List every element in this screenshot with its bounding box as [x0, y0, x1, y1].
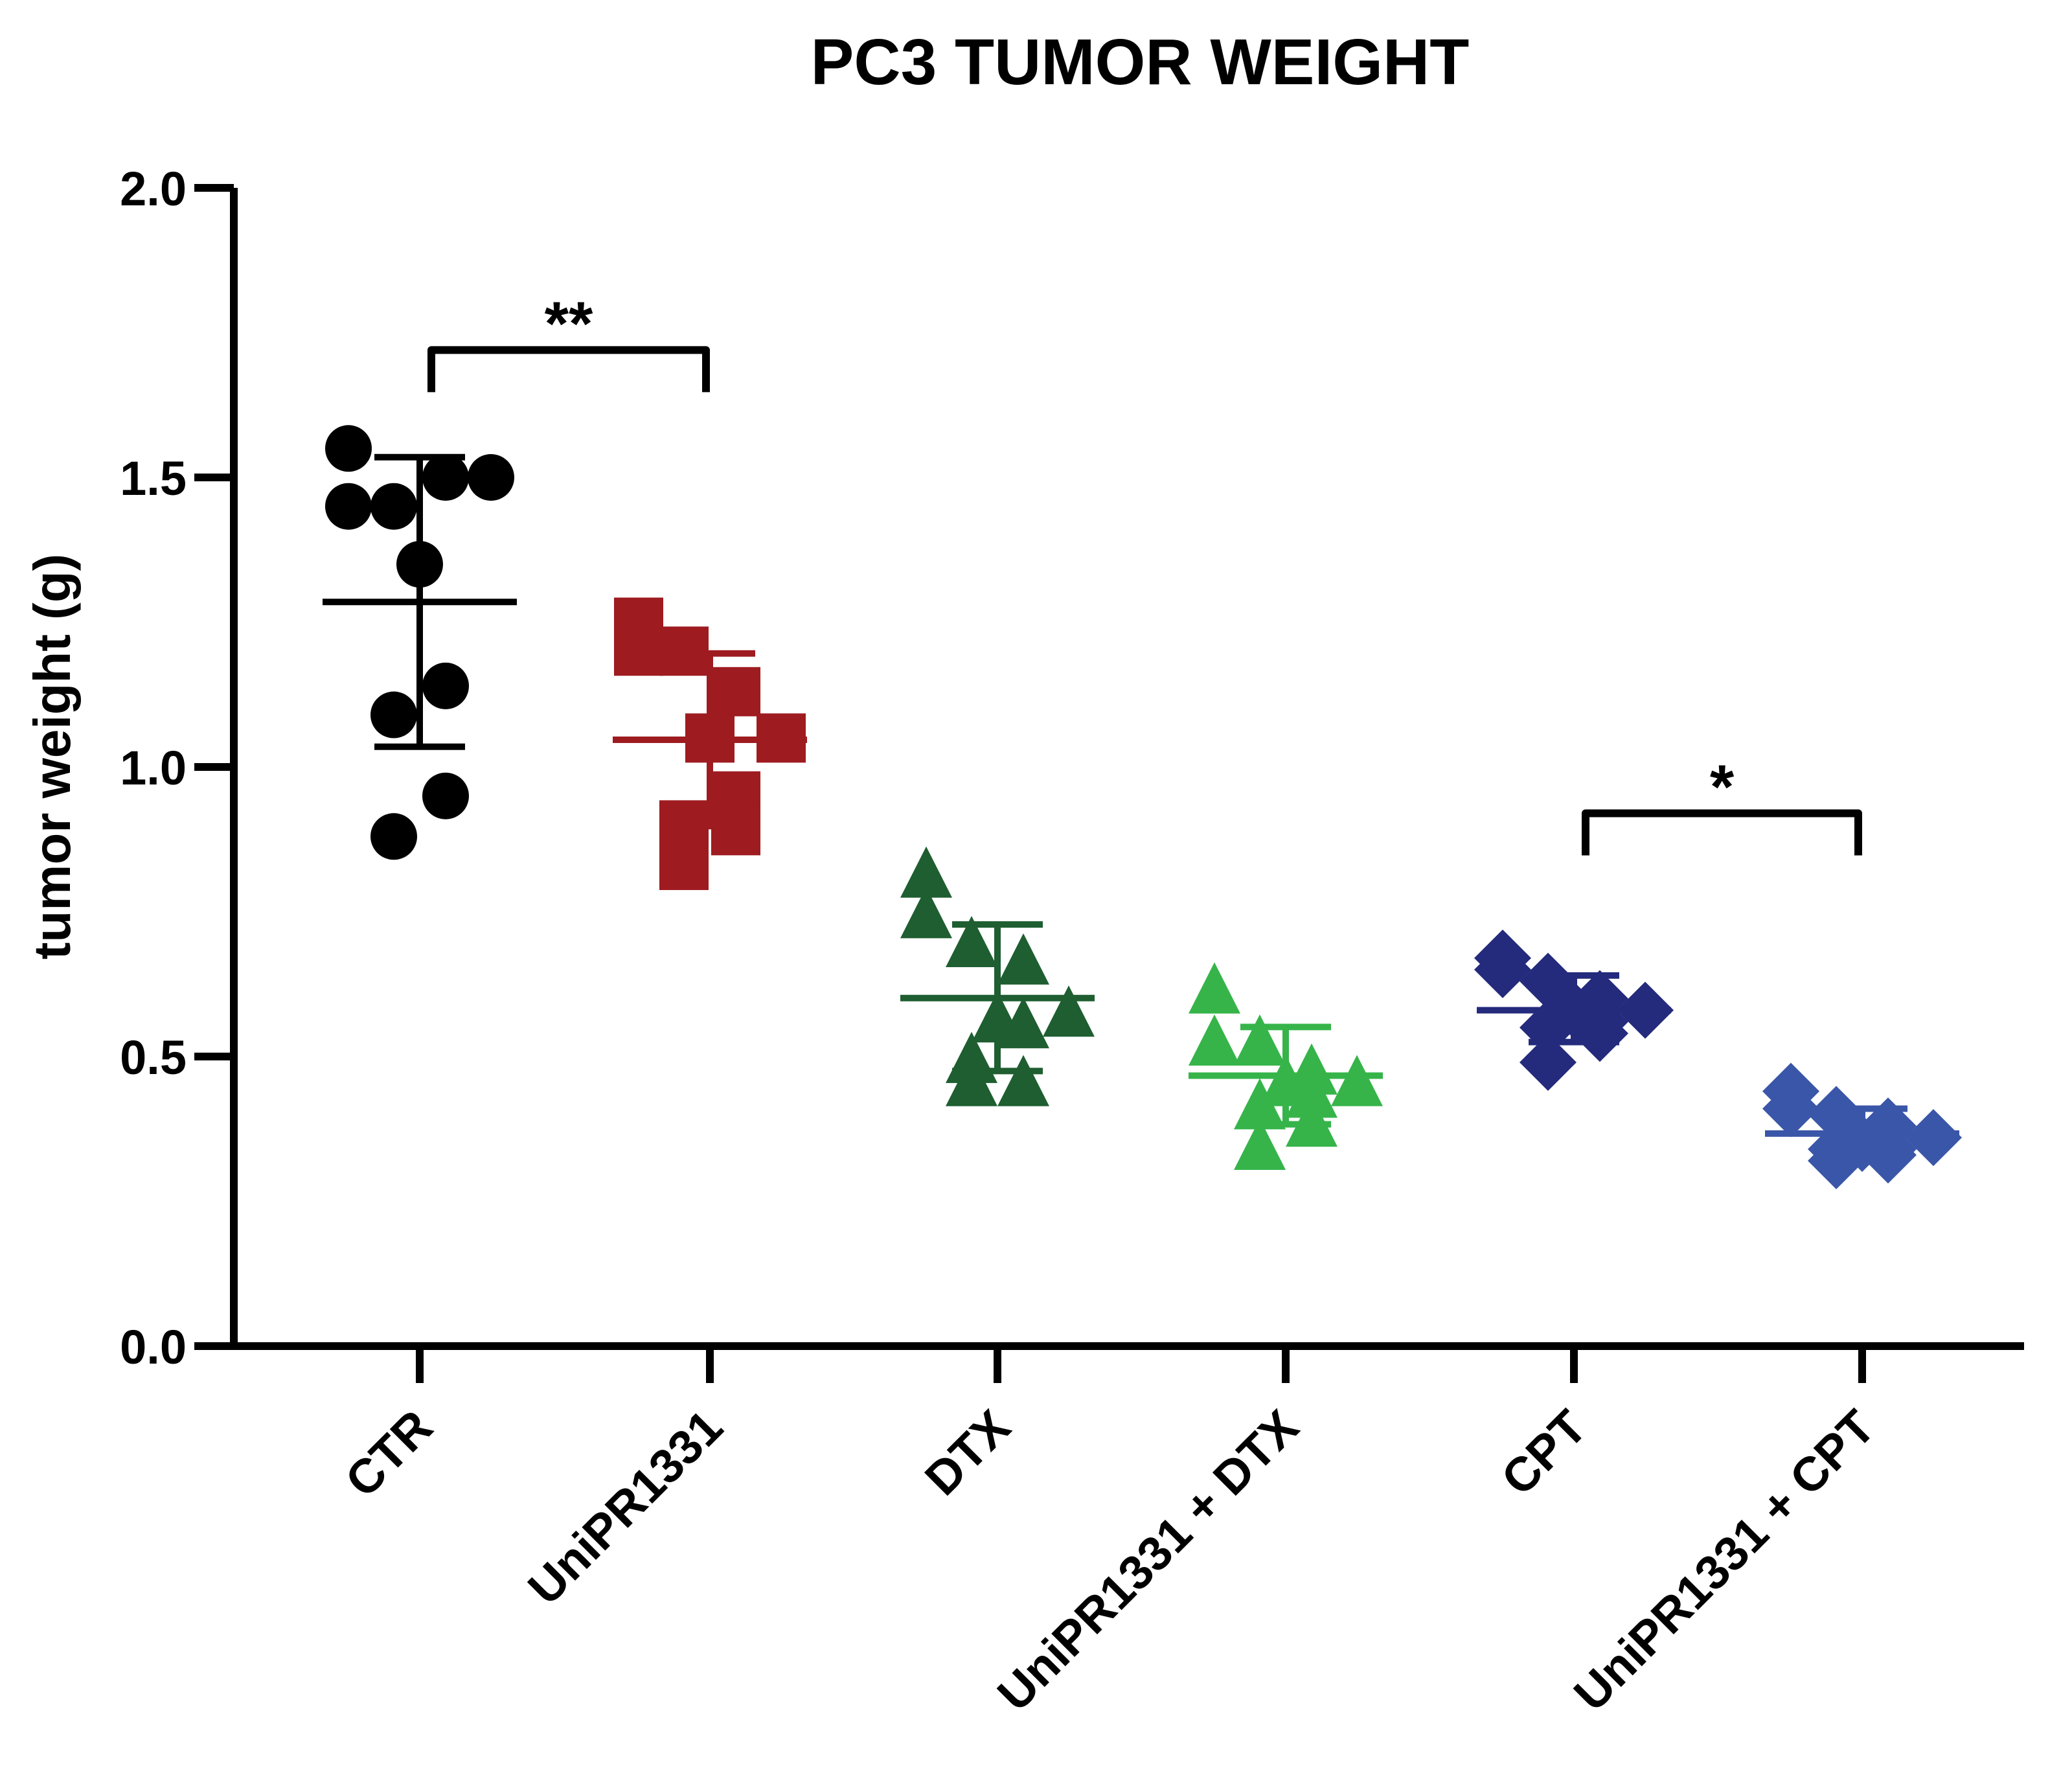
data-point-diamond — [1474, 941, 1531, 998]
significance-label: ** — [545, 289, 593, 358]
x-category-label: UniPR1331 + DTX — [987, 1400, 1308, 1721]
data-point-circle — [396, 541, 443, 588]
y-tick-label: 2.0 — [120, 162, 187, 216]
significance-brackets: *** — [427, 289, 1862, 856]
data-point-triangle — [1234, 1078, 1286, 1130]
y-tick-label: 0.5 — [120, 1031, 187, 1084]
data-point-square — [711, 667, 760, 716]
x-category-label: DTX — [915, 1400, 1020, 1505]
data-point-circle — [422, 662, 469, 709]
data-point-circle — [468, 454, 514, 501]
x-category-label: CTR — [335, 1400, 442, 1507]
data-point-diamond — [1905, 1109, 1962, 1167]
data-point-circle — [370, 691, 417, 738]
data-point-circle — [325, 483, 372, 530]
data-points — [325, 425, 1962, 1189]
y-tick-label: 1.0 — [120, 741, 187, 795]
data-point-circle — [422, 772, 469, 819]
data-point-triangle — [1234, 1014, 1286, 1066]
chart-title: PC3 TUMOR WEIGHT — [811, 26, 1470, 98]
sd-bars — [374, 453, 1907, 1158]
data-point-square — [659, 626, 709, 676]
mean-bars — [323, 599, 1959, 1137]
data-point-triangle — [946, 1055, 997, 1106]
y-tick-label: 1.5 — [120, 452, 187, 505]
data-point-square — [711, 806, 760, 856]
data-point-triangle — [946, 916, 997, 968]
y-ticks: 0.0 0.5 1.0 1.5 2.0 — [120, 162, 234, 1374]
data-point-triangle — [1286, 1066, 1338, 1118]
data-point-triangle — [997, 1055, 1049, 1106]
data-point-triangle — [997, 997, 1049, 1049]
data-point-triangle — [1286, 1095, 1338, 1147]
data-point-diamond — [1860, 1126, 1917, 1184]
data-point-circle — [325, 425, 372, 472]
data-point-diamond — [1808, 1132, 1865, 1189]
data-point-triangle — [997, 933, 1049, 985]
data-point-triangle — [900, 846, 952, 898]
data-point-diamond — [1571, 1005, 1628, 1062]
data-point-circle — [422, 454, 469, 501]
data-point-circle — [370, 483, 417, 530]
data-point-square — [659, 840, 709, 890]
data-point-square — [614, 626, 663, 676]
y-axis-label: tumor weight (g) — [23, 554, 81, 960]
data-point-triangle — [900, 887, 952, 939]
data-point-diamond — [1520, 1033, 1577, 1091]
data-point-triangle — [1234, 1118, 1286, 1170]
y-tick-label: 0.0 — [120, 1320, 187, 1374]
data-point-circle — [370, 813, 417, 860]
data-point-triangle — [1189, 1014, 1240, 1066]
data-point-triangle — [1043, 985, 1095, 1037]
x-category-label: UniPR1331 — [518, 1400, 733, 1615]
x-category-label: UniPR1331 + CPT — [1564, 1400, 1885, 1721]
x-category-label: CPT — [1491, 1400, 1597, 1505]
significance-bracket — [1582, 809, 1862, 856]
data-point-diamond — [1762, 1080, 1819, 1138]
significance-bracket — [427, 346, 710, 393]
data-point-triangle — [1189, 962, 1240, 1014]
significance-label: * — [1710, 753, 1735, 822]
data-point-triangle — [1331, 1055, 1383, 1106]
